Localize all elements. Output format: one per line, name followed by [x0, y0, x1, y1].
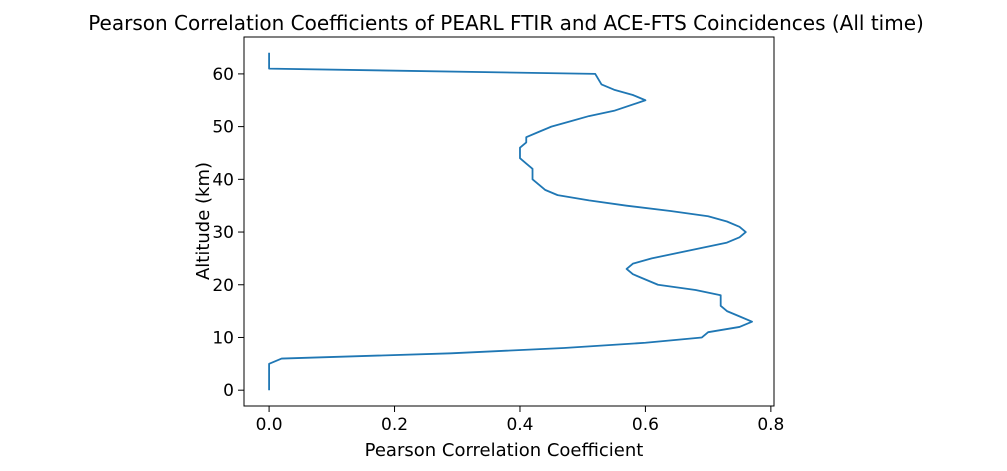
x-tick-label: 0.6	[632, 415, 659, 435]
x-tick-label: 0.2	[381, 415, 408, 435]
y-tick-label: 10	[212, 328, 234, 348]
y-axis-label: Altitude (km)	[193, 162, 214, 280]
y-tick-label: 40	[212, 170, 234, 190]
y-tick-label: 20	[212, 276, 234, 296]
y-tick-label: 50	[212, 118, 234, 138]
y-tick-label: 30	[212, 223, 234, 243]
y-axis-ticks: 0 10 20 30 40 50 60	[212, 65, 244, 401]
y-tick-label: 0	[223, 381, 234, 401]
x-tick-label: 0.0	[256, 415, 283, 435]
x-tick-label: 0.8	[757, 415, 784, 435]
y-tick-label: 60	[212, 65, 234, 85]
x-tick-label: 0.4	[506, 415, 533, 435]
x-axis-label: Pearson Correlation Coefficient	[365, 440, 644, 461]
chart-title: Pearson Correlation Coefficients of PEAR…	[88, 11, 924, 35]
plot-frame	[243, 36, 775, 407]
series-line	[268, 52, 753, 391]
x-axis-ticks: 0.0 0.2 0.4 0.6 0.8	[256, 406, 784, 435]
